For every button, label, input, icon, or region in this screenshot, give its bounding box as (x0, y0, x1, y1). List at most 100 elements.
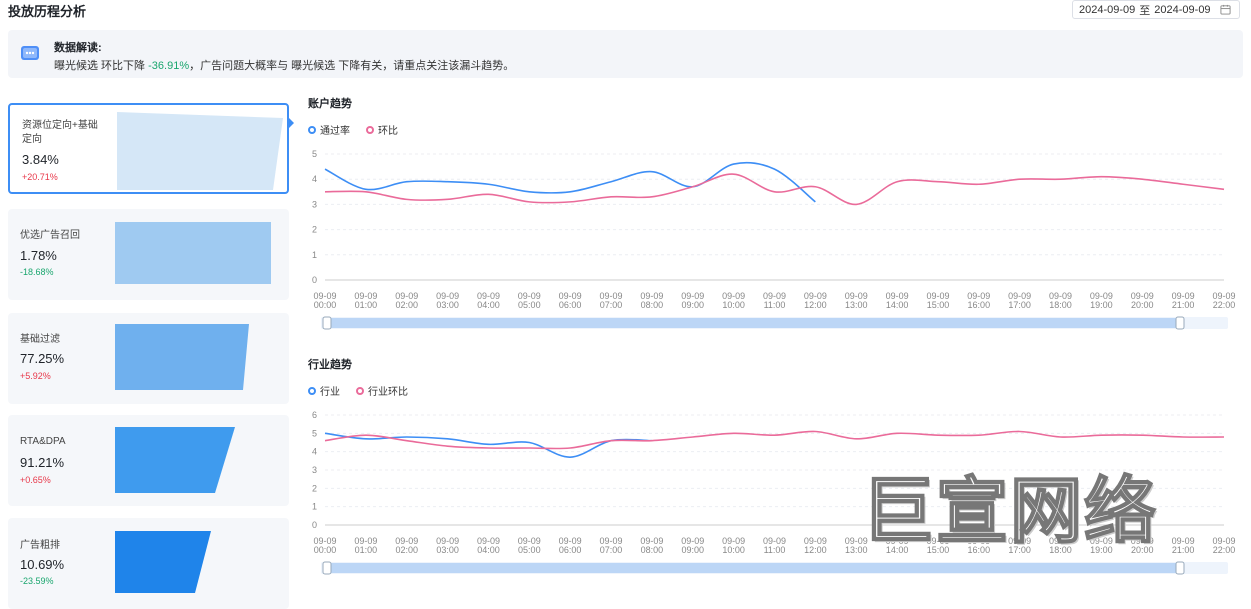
funnel-label: RTA&DPA (20, 436, 66, 447)
funnel-card-4[interactable]: 广告粗排 10.69% -23.59% (8, 518, 289, 609)
series-line-1 (324, 173, 1225, 206)
funnel-bar (115, 531, 211, 593)
x-tick-label: 16:00 (968, 300, 991, 310)
x-tick-label: 09-09 (600, 291, 623, 301)
industry-trend-chart: 012345609-0900:0009-0901:0009-0902:0009-… (312, 410, 1236, 575)
y-tick-label: 3 (312, 465, 317, 475)
funnel-bar (117, 112, 283, 190)
x-tick-label: 13:00 (845, 545, 868, 555)
x-tick-label: 11:00 (764, 300, 786, 310)
x-tick-label: 09-09 (1172, 291, 1195, 301)
zoom-handle-left (322, 316, 332, 330)
x-tick-label: 09-09 (436, 536, 459, 546)
x-tick-label: 09-09 (640, 291, 663, 301)
funnel-change: -23.59% (20, 576, 54, 586)
industry-legend: 行业 行业环比 (308, 383, 408, 398)
x-tick-label: 09-09 (477, 536, 500, 546)
x-tick-label: 09-09 (559, 536, 582, 546)
x-tick-label: 01:00 (355, 545, 378, 555)
x-tick-label: 09-09 (395, 291, 418, 301)
zoom-slider-range (329, 563, 1184, 573)
insight-percent: -36.91% (148, 60, 190, 72)
x-tick-label: 09-09 (1212, 291, 1235, 301)
legend-blue-dot-icon (308, 386, 316, 395)
funnel-value: 3.84% (22, 152, 59, 167)
account-trend-title: 账户趋势 (308, 98, 352, 110)
funnel-card-2[interactable]: 基础过滤 77.25% +5.92% (8, 313, 289, 404)
x-tick-label: 06:00 (559, 300, 582, 310)
active-caret-icon (289, 118, 294, 128)
funnel-label: 广告粗排 (20, 540, 60, 551)
y-tick-label: 5 (312, 428, 317, 438)
y-tick-label: 3 (312, 199, 317, 209)
legend-item[interactable]: 环比 (366, 122, 398, 137)
legend-label: 环比 (378, 126, 398, 137)
funnel-change: +5.92% (20, 371, 51, 381)
y-tick-label: 2 (312, 225, 317, 235)
x-tick-label: 04:00 (477, 545, 500, 555)
legend-label: 行业 (320, 387, 340, 398)
funnel-card-0[interactable]: 资源位定向+基础定向 3.84% +20.71% (8, 103, 289, 194)
x-tick-label: 01:00 (355, 300, 378, 310)
x-tick-label: 00:00 (314, 300, 337, 310)
funnel-label: 基础过滤 (20, 334, 60, 345)
x-tick-label: 09-09 (477, 291, 500, 301)
x-tick-label: 09-09 (1090, 536, 1113, 546)
legend-label: 通过率 (320, 126, 350, 137)
insight-text-a: 曝光候选 环比下降 (54, 60, 149, 72)
funnel-card-3[interactable]: RTA&DPA 91.21% +0.65% (8, 415, 289, 506)
insight-text-b: ，广告问题大概率与 曝光候选 下降有关，请重点关注该漏斗趋势。 (189, 60, 515, 72)
series-line-0 (324, 432, 652, 458)
x-tick-label: 09-09 (886, 536, 909, 546)
funnel-card-1[interactable]: 优选广告召回 1.78% -18.68% (8, 209, 289, 300)
date-start: 2024-09-09 (1079, 3, 1136, 16)
x-tick-label: 09-09 (804, 291, 827, 301)
zoom-slider-range (329, 318, 1184, 328)
x-tick-label: 09-09 (967, 291, 990, 301)
funnel-bar (115, 222, 271, 284)
x-tick-label: 02:00 (395, 545, 418, 555)
date-separator: 至 (1139, 4, 1151, 17)
x-tick-label: 09-09 (763, 536, 786, 546)
date-range-picker[interactable]: 2024-09-09 至 2024-09-09 (1072, 0, 1240, 19)
x-tick-label: 09-09 (1090, 291, 1113, 301)
date-end: 2024-09-09 (1154, 3, 1211, 16)
legend-blue-dot-icon (308, 125, 316, 134)
x-tick-label: 09-09 (804, 536, 827, 546)
y-tick-label: 2 (312, 483, 317, 493)
x-tick-label: 09-09 (354, 291, 377, 301)
x-tick-label: 20:00 (1131, 545, 1154, 555)
x-tick-label: 20:00 (1131, 300, 1154, 310)
x-tick-label: 14:00 (886, 545, 909, 555)
legend-item[interactable]: 行业 (308, 383, 340, 398)
calendar-icon (1220, 4, 1231, 15)
x-tick-label: 15:00 (927, 545, 950, 555)
funnel-bar (115, 324, 249, 390)
x-tick-label: 09-09 (886, 291, 909, 301)
x-tick-label: 12:00 (804, 300, 827, 310)
x-tick-label: 09-09 (313, 536, 336, 546)
x-tick-label: 09-09 (1049, 291, 1072, 301)
x-tick-label: 09-09 (313, 291, 336, 301)
x-tick-label: 00:00 (314, 545, 337, 555)
legend-pink-dot-icon (366, 125, 374, 134)
x-tick-label: 09-09 (1049, 536, 1072, 546)
x-tick-label: 09-09 (681, 536, 704, 546)
insight-title: 数据解读: (54, 42, 102, 54)
x-tick-label: 05:00 (518, 545, 541, 555)
x-tick-label: 09-09 (967, 536, 990, 546)
zoom-handle-right (1175, 561, 1185, 575)
legend-pink-dot-icon (356, 386, 364, 395)
x-tick-label: 19:00 (1090, 545, 1113, 555)
x-tick-label: 03:00 (436, 545, 459, 555)
legend-item[interactable]: 行业环比 (356, 383, 408, 398)
funnel-value: 77.25% (20, 351, 65, 366)
x-tick-label: 09-09 (763, 291, 786, 301)
x-tick-label: 07:00 (600, 545, 623, 555)
x-tick-label: 09-09 (518, 536, 541, 546)
y-tick-label: 5 (312, 149, 317, 159)
account-trend-chart: 01234509-0900:0009-0901:0009-0902:0009-0… (312, 149, 1236, 330)
funnel-change: +0.65% (20, 475, 51, 485)
legend-item[interactable]: 通过率 (308, 122, 350, 137)
x-tick-label: 08:00 (641, 300, 664, 310)
